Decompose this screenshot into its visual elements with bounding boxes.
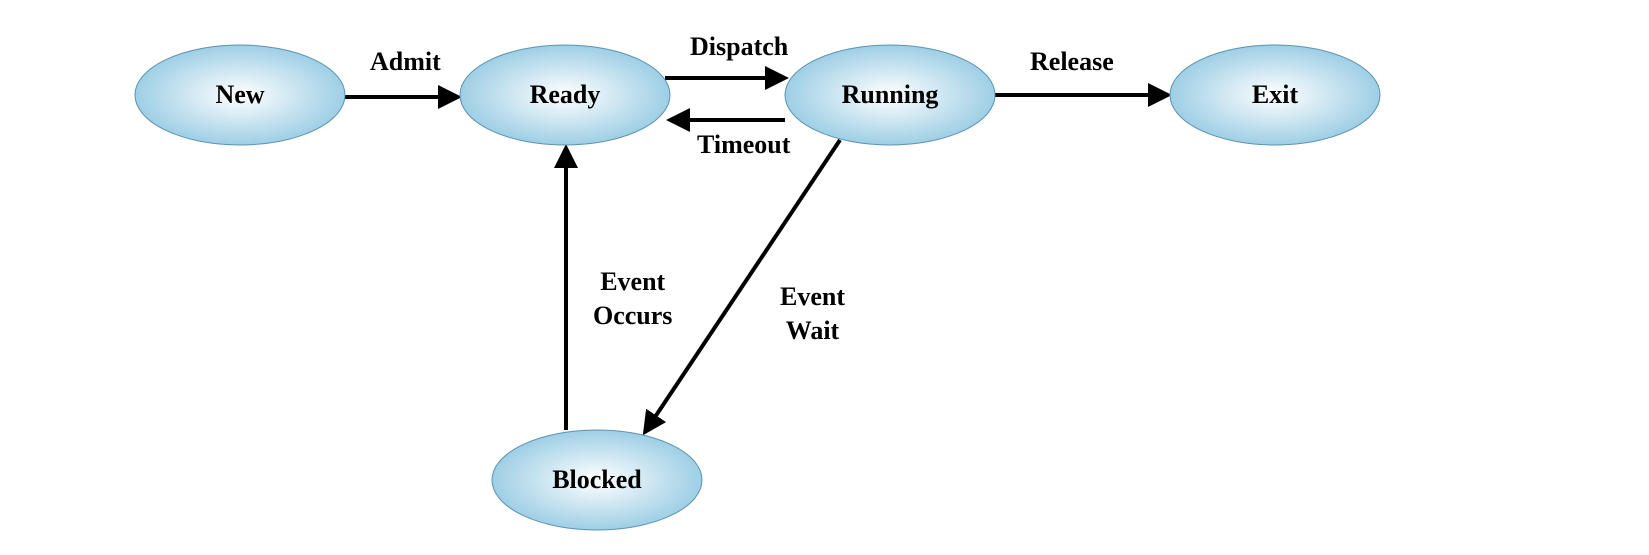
- edge-label-eventwait: Event Wait: [780, 280, 845, 348]
- node-label-blocked: Blocked: [492, 430, 702, 530]
- edge-label-timeout: Timeout: [697, 128, 790, 162]
- edge-label-dispatch: Dispatch: [690, 30, 788, 64]
- node-label-running: Running: [785, 45, 995, 145]
- node-label-exit: Exit: [1170, 45, 1380, 145]
- edge-label-admit: Admit: [370, 45, 441, 79]
- node-label-new: New: [135, 45, 345, 145]
- edge-label-eventoccurs: Event Occurs: [593, 265, 672, 333]
- edge-label-release: Release: [1030, 45, 1114, 79]
- node-label-ready: Ready: [460, 45, 670, 145]
